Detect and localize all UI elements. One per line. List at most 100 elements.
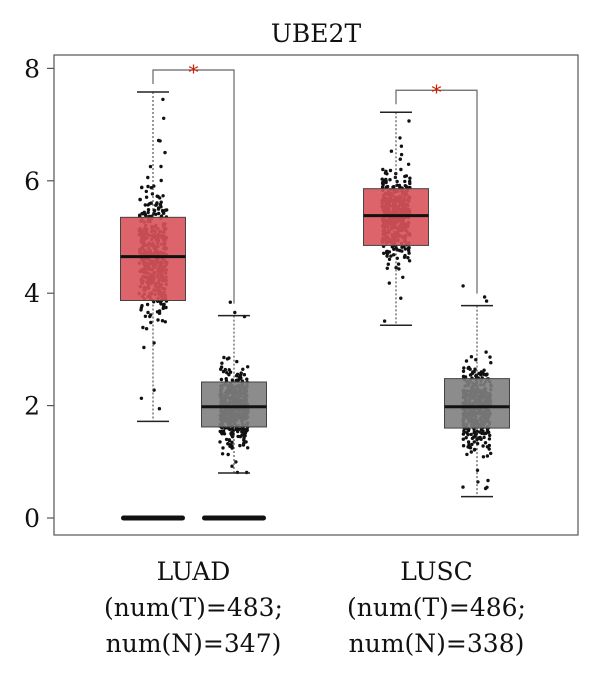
data-point bbox=[245, 377, 249, 381]
data-point bbox=[146, 175, 150, 180]
data-point bbox=[154, 212, 158, 216]
data-point bbox=[238, 443, 242, 448]
data-point bbox=[235, 427, 239, 431]
data-point bbox=[161, 97, 165, 102]
data-point bbox=[479, 370, 484, 374]
plot-frame bbox=[53, 54, 579, 536]
data-point bbox=[157, 407, 162, 411]
data-point bbox=[235, 359, 239, 364]
data-point bbox=[469, 432, 473, 437]
x-axis-labels: LUAD (num(T)=483; num(N)=347) LUSC (num(T)=4… bbox=[104, 557, 526, 658]
data-point bbox=[220, 361, 224, 365]
data-point bbox=[221, 369, 226, 374]
data-point bbox=[489, 451, 493, 456]
data-point bbox=[390, 245, 394, 249]
data-point bbox=[382, 319, 387, 323]
chart-title: UBE2T bbox=[271, 19, 362, 48]
data-point bbox=[488, 355, 492, 359]
data-point bbox=[482, 368, 486, 372]
x-axis-label-line: num(N)=338) bbox=[349, 629, 525, 658]
data-point bbox=[478, 430, 482, 434]
significance-brackets: ** bbox=[152, 60, 478, 304]
data-point bbox=[246, 365, 250, 369]
data-point bbox=[155, 202, 159, 206]
data-point bbox=[394, 246, 398, 250]
data-point bbox=[484, 431, 488, 435]
data-point bbox=[224, 437, 229, 442]
data-point bbox=[389, 254, 393, 258]
data-point bbox=[408, 181, 412, 186]
data-point bbox=[238, 434, 243, 439]
data-point bbox=[473, 447, 477, 452]
data-point bbox=[398, 248, 402, 253]
data-point bbox=[144, 195, 149, 199]
data-point bbox=[465, 452, 469, 457]
data-point bbox=[481, 455, 486, 459]
data-point bbox=[236, 378, 240, 382]
data-point bbox=[150, 192, 155, 196]
data-point bbox=[485, 372, 489, 376]
data-point bbox=[163, 320, 167, 324]
data-point bbox=[219, 377, 224, 382]
data-point bbox=[146, 203, 150, 207]
data-point bbox=[388, 168, 393, 173]
data-point bbox=[461, 444, 466, 448]
data-point bbox=[227, 438, 231, 442]
data-point bbox=[398, 136, 402, 140]
data-point bbox=[470, 436, 475, 441]
data-point bbox=[226, 452, 230, 457]
data-point bbox=[389, 149, 394, 153]
data-point bbox=[385, 266, 389, 270]
box-luad-n bbox=[201, 381, 267, 428]
data-point bbox=[384, 185, 389, 189]
data-point bbox=[140, 211, 144, 216]
box-luad-t bbox=[120, 216, 186, 302]
data-point bbox=[383, 171, 388, 175]
data-point bbox=[468, 367, 472, 371]
data-point bbox=[138, 197, 142, 202]
data-point bbox=[227, 356, 231, 360]
data-point bbox=[489, 361, 493, 365]
data-point bbox=[461, 437, 465, 441]
data-point bbox=[462, 430, 466, 434]
x-axis-label-line: num(N)=347) bbox=[106, 629, 282, 658]
data-point bbox=[468, 446, 473, 450]
data-point bbox=[469, 355, 474, 359]
data-point bbox=[400, 245, 404, 249]
data-point bbox=[392, 253, 396, 257]
data-point bbox=[138, 213, 142, 217]
y-tick-label: 4 bbox=[24, 279, 40, 308]
data-point bbox=[407, 246, 411, 250]
data-point bbox=[146, 310, 150, 315]
data-point bbox=[218, 440, 222, 444]
y-axis: 0 2 4 6 8 bbox=[24, 54, 54, 533]
data-point bbox=[156, 207, 161, 211]
data-point bbox=[140, 185, 144, 189]
x-axis-label-line: (num(T)=483; bbox=[104, 593, 283, 622]
data-point bbox=[149, 313, 153, 317]
data-point bbox=[399, 167, 403, 172]
data-point bbox=[233, 310, 237, 315]
data-point bbox=[144, 327, 149, 331]
data-point bbox=[240, 427, 244, 431]
data-point bbox=[382, 178, 386, 183]
data-point bbox=[466, 440, 471, 444]
data-point bbox=[149, 320, 153, 325]
data-point bbox=[464, 436, 468, 440]
data-point bbox=[159, 200, 163, 204]
data-point bbox=[145, 302, 150, 307]
data-point bbox=[139, 306, 144, 310]
x-axis-label-line: LUAD bbox=[157, 557, 231, 586]
data-point bbox=[243, 428, 247, 432]
y-tick-label: 8 bbox=[24, 54, 40, 83]
zero-value-points bbox=[202, 515, 266, 521]
data-point bbox=[148, 164, 153, 169]
data-point bbox=[161, 194, 165, 198]
data-point bbox=[144, 189, 148, 194]
data-point bbox=[152, 208, 157, 213]
data-point bbox=[488, 433, 492, 438]
data-point bbox=[156, 194, 160, 199]
data-point bbox=[403, 184, 407, 188]
x-axis-label-line: (num(T)=486; bbox=[347, 593, 526, 622]
